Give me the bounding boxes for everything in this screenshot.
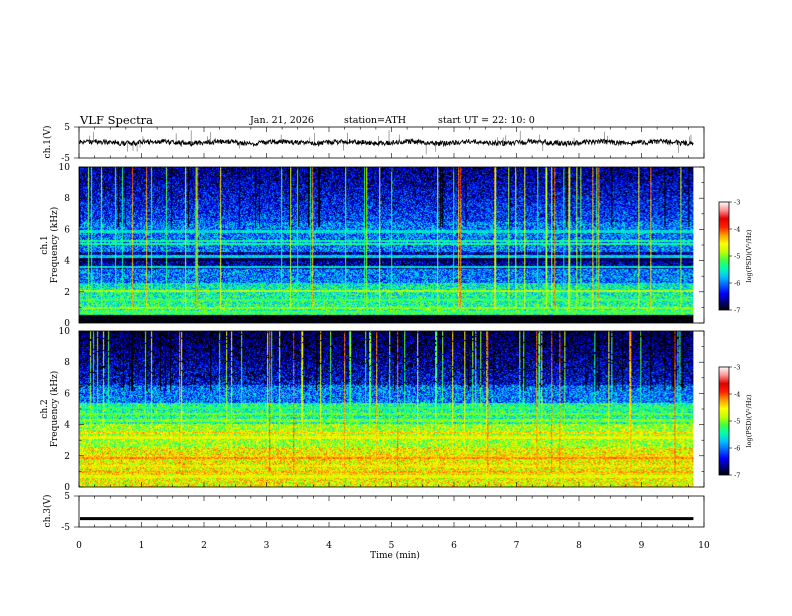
ch2-colorbar-ticks: -3 -4 -5 -6 -7 <box>729 364 740 480</box>
time-axis-tick-label: 4 <box>326 541 332 551</box>
ch1-spectrogram-ylabel-line2: Frequency (kHz) <box>49 207 60 284</box>
ch3-ylabel: ch.3(V) <box>42 495 53 528</box>
figure-title: VLF Spectra <box>79 113 153 127</box>
cb1-tick-label: -6 <box>734 280 740 288</box>
cb2-tick-label: -6 <box>734 445 740 453</box>
ch2-spectrogram-panel: 0 2 4 6 8 10 ch.2 Frequency (kHz) <box>40 327 705 493</box>
spec1-ytick-label: 6 <box>64 225 70 235</box>
cb1-tick-label: -4 <box>734 226 740 234</box>
time-axis-tick-label: 2 <box>201 541 207 551</box>
time-axis-tick-label: 1 <box>139 541 145 551</box>
ch1-spectrogram-image <box>79 167 694 323</box>
ch1-spectrogram-ylabel-line1: ch.1 <box>40 235 50 254</box>
spec2-ytick-label: 0 <box>64 483 70 493</box>
spec2-ytick-label: 2 <box>64 452 70 462</box>
ch1-trace-line <box>78 137 694 148</box>
figure-station: station=ATH <box>344 115 406 126</box>
time-axis-label: Time (min) <box>370 550 420 561</box>
figure-start-time: start UT = 22: 10: 0 <box>438 115 535 126</box>
spec2-ytick-label: 6 <box>64 389 70 399</box>
time-axis-tick-label: 7 <box>514 541 520 551</box>
ch2-spectrogram-ylabel-line2: Frequency (kHz) <box>49 371 60 448</box>
cb2-tick-label: -4 <box>734 391 740 399</box>
spec1-ytick-label: 0 <box>64 319 70 329</box>
ch1-ytick-label-top: 5 <box>64 123 70 133</box>
spec1-ytick-label: 2 <box>64 288 70 298</box>
ch2-spectrogram-ylabel-line1: ch.2 <box>40 399 50 418</box>
cb2-tick-label: -7 <box>734 472 740 480</box>
time-axis-tick-label: 5 <box>389 541 395 551</box>
cb1-tick-label: -7 <box>734 307 740 315</box>
time-axis-tick-label: 10 <box>698 541 710 551</box>
ch1-colorbar: -3 -4 -5 -6 -7 log(PSD)(V²/Hz) <box>718 199 753 315</box>
cb1-tick-label: -3 <box>734 199 740 207</box>
ch1-spectrogram-panel: 0 2 4 6 8 10 ch.1 Frequency (kHz) <box>40 163 705 329</box>
ch1-spectrogram-xticks <box>78 167 705 323</box>
ch2-colorbar: -3 -4 -5 -6 -7 log(PSD)(V²/Hz) <box>718 364 753 480</box>
ch1-timeseries-panel: 5 -5 ch.1(V) <box>42 123 705 164</box>
cb1-tick-label: -5 <box>734 253 740 261</box>
ch3-timeseries-panel: 5 -5 ch.3(V) <box>42 492 705 533</box>
spec2-ytick-label: 4 <box>64 421 70 431</box>
ch3-ytick-label-top: 5 <box>64 492 70 502</box>
time-axis-tick-label: 8 <box>576 541 582 551</box>
ch1-trace-spikes <box>89 130 692 155</box>
ch2-spectrogram-xticks <box>78 331 705 487</box>
ch1-colorbar-ticks: -3 -4 -5 -6 -7 <box>729 199 740 315</box>
spec1-ytick-label: 8 <box>64 194 70 204</box>
ch1-spectrogram-yticks: 0 2 4 6 8 10 <box>59 163 704 329</box>
figure-date: Jan. 21, 2026 <box>249 115 314 126</box>
time-axis-tick-labels: 0 1 2 3 4 5 6 7 8 9 10 <box>76 541 710 551</box>
ch2-spectrogram-yticks: 0 2 4 6 8 10 <box>59 327 704 493</box>
ch1-colorbar-gradient <box>719 202 729 310</box>
ch1-colorbar-label: log(PSD)(V²/Hz) <box>745 229 753 282</box>
ch1-ylabel: ch.1(V) <box>42 126 53 159</box>
spec1-ytick-label: 4 <box>64 257 70 267</box>
ch2-colorbar-label: log(PSD)(V²/Hz) <box>745 394 753 447</box>
ch1-timeseries-xticks <box>78 127 705 158</box>
spec2-ytick-label: 8 <box>64 358 70 368</box>
cb2-tick-label: -5 <box>734 418 740 426</box>
ch2-spectrogram-image <box>79 331 694 487</box>
spec2-ytick-label: 10 <box>59 327 71 337</box>
time-axis-tick-label: 6 <box>451 541 457 551</box>
ch2-colorbar-gradient <box>719 367 729 475</box>
time-axis-tick-label: 0 <box>76 541 82 551</box>
cb2-tick-label: -3 <box>734 364 740 372</box>
spec1-ytick-label: 10 <box>59 163 71 173</box>
ch3-timeseries-xticks <box>78 496 705 527</box>
time-axis-tick-label: 3 <box>264 541 270 551</box>
ch1-ytick-label-bottom: -5 <box>61 154 70 164</box>
time-axis-tick-label: 9 <box>639 541 645 551</box>
ch3-ytick-label-bottom: -5 <box>61 523 70 533</box>
